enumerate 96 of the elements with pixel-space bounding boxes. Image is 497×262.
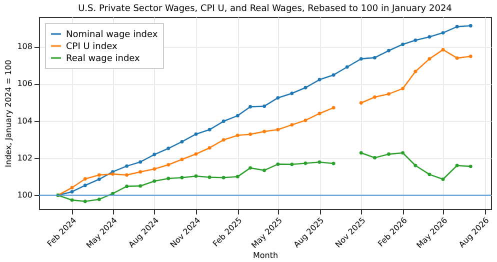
point — [332, 162, 336, 166]
legend-label: Real wage index — [66, 54, 141, 64]
point — [414, 70, 418, 74]
point — [401, 42, 405, 46]
point — [290, 123, 294, 127]
point — [468, 164, 472, 168]
point — [222, 138, 226, 142]
point — [428, 35, 432, 39]
y-tick-label: 106 — [17, 79, 32, 88]
point — [180, 140, 184, 144]
point — [455, 164, 459, 168]
point — [468, 54, 472, 58]
point — [468, 24, 472, 28]
point — [441, 48, 445, 52]
point — [70, 198, 74, 202]
point — [304, 162, 308, 166]
point — [262, 130, 266, 134]
point — [248, 166, 252, 170]
point — [455, 24, 459, 28]
y-tick-label: 108 — [17, 42, 32, 52]
point — [194, 132, 198, 136]
point — [428, 57, 432, 61]
point — [166, 176, 170, 180]
chart-title: U.S. Private Sector Wages, CPI U, and Real Wages, Rebased to 100 in January 2024 — [78, 4, 452, 14]
point — [359, 151, 363, 155]
point — [372, 95, 376, 99]
point — [332, 106, 336, 110]
point — [152, 152, 156, 156]
y-tick-label: 102 — [17, 154, 32, 163]
y-axis-title: Index, January 2024 = 100 — [4, 60, 14, 168]
point — [304, 118, 308, 122]
point — [387, 48, 390, 52]
point — [138, 160, 142, 164]
point — [83, 200, 87, 204]
point — [372, 156, 376, 160]
point — [401, 86, 405, 90]
point — [83, 184, 87, 188]
point — [359, 101, 363, 105]
point — [276, 96, 280, 100]
point — [359, 57, 363, 61]
legend-label: Nominal wage index — [66, 30, 158, 40]
point — [401, 151, 405, 155]
point — [125, 164, 129, 168]
point — [83, 177, 87, 181]
point — [414, 38, 418, 42]
point — [290, 92, 294, 96]
point — [332, 73, 336, 77]
point — [441, 31, 445, 35]
y-tick-label: 104 — [17, 116, 32, 126]
point — [194, 152, 198, 156]
point — [248, 105, 252, 108]
point — [318, 78, 322, 82]
point — [318, 112, 322, 116]
point — [138, 170, 142, 174]
point — [276, 162, 280, 166]
point — [97, 198, 101, 202]
point — [180, 158, 184, 162]
point — [318, 160, 322, 164]
point — [236, 134, 240, 138]
point — [222, 176, 226, 180]
legend-label: CPI U index — [66, 42, 118, 52]
point — [414, 164, 418, 168]
point — [208, 175, 212, 179]
point — [180, 176, 184, 180]
point — [166, 163, 170, 166]
point — [97, 173, 101, 177]
point — [236, 174, 240, 178]
point — [262, 168, 266, 172]
point — [262, 104, 266, 108]
point — [194, 174, 198, 178]
point — [248, 132, 252, 136]
x-axis-title: Month — [252, 251, 278, 260]
point — [304, 86, 308, 90]
point — [125, 184, 129, 188]
point — [208, 128, 212, 132]
point — [290, 162, 294, 166]
point — [166, 146, 170, 150]
point — [70, 190, 74, 194]
point — [97, 178, 101, 181]
point — [152, 167, 156, 171]
point — [70, 186, 74, 190]
point — [455, 56, 459, 60]
point — [345, 65, 349, 69]
point — [222, 120, 226, 123]
point — [387, 152, 390, 156]
point — [125, 173, 129, 177]
y-tick-label: 100 — [17, 190, 32, 200]
point — [276, 128, 280, 132]
point — [387, 92, 390, 96]
point — [208, 146, 212, 150]
point — [236, 114, 240, 118]
point — [441, 178, 445, 181]
point — [428, 172, 432, 176]
point — [372, 56, 376, 60]
point — [138, 184, 142, 188]
point — [152, 179, 156, 183]
